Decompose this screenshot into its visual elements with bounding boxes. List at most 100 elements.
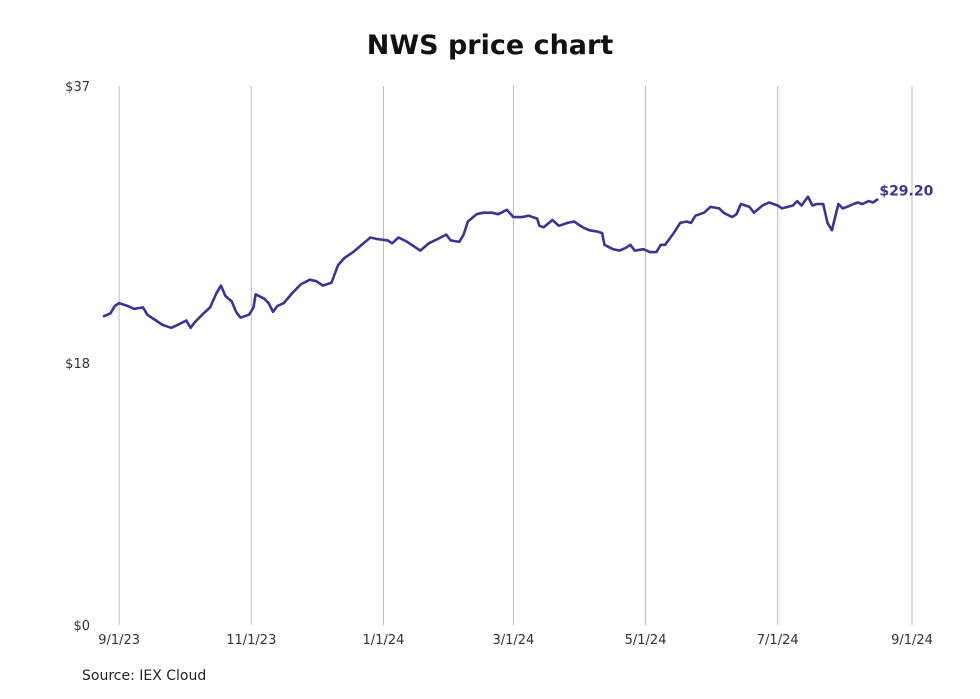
price-point [142,306,144,309]
price-point [118,302,121,304]
price-point [321,284,324,287]
price-point [146,313,149,316]
price-point [276,305,279,307]
price-point [558,224,560,227]
price-point [800,204,803,207]
price-point [601,232,604,235]
price-point [220,284,222,287]
price-point [386,239,389,242]
price-point [679,222,682,224]
chart-title: NWS price chart [366,30,614,61]
price-point [254,293,257,296]
price-point [876,198,879,201]
price-point [467,220,469,223]
price-point [512,216,515,219]
price-point [194,321,196,323]
price-point [419,249,422,252]
price-point [761,204,764,207]
price-point [852,203,855,205]
price-point [482,211,484,214]
price-point [185,319,188,322]
x-tick-label: 1/1/24 [363,633,405,648]
price-point [740,203,742,205]
price-point [822,203,825,205]
price-point [215,292,218,294]
price-point [856,201,859,204]
price-point [837,203,840,205]
grid-layer [118,86,913,625]
price-point [202,312,205,315]
price-point [449,239,452,242]
price-point [272,310,274,313]
price-point [735,213,738,216]
price-point [527,214,530,217]
price-point [731,216,734,219]
price-point [315,280,318,283]
price-point [133,308,136,310]
x-tick-label: 9/1/23 [98,633,140,648]
price-point [872,201,874,204]
price-point [659,243,662,246]
price-point [267,302,270,304]
price-point [126,305,129,307]
price-point [588,229,591,232]
price-point [475,213,478,216]
price-point [291,292,294,294]
price-point [718,207,721,210]
price-point [807,195,809,198]
price-point [815,203,818,205]
price-point [625,246,627,249]
price-point [436,238,439,240]
price-point [189,326,192,329]
price-point [397,236,400,239]
price-point [792,204,794,207]
price-point [109,312,112,315]
price-point [113,305,116,307]
price-point [230,300,233,303]
price-point [497,213,500,216]
price-line [102,195,879,330]
price-point [538,224,541,227]
price-point [176,324,179,326]
price-point [685,220,688,223]
price-point [655,251,658,254]
price-point [566,222,569,224]
price-point [618,249,621,252]
price-point [235,310,238,313]
price-point [209,306,212,309]
price-point [224,294,227,297]
price-point [330,281,333,284]
price-point [343,257,346,259]
price-point [642,248,645,251]
x-tick-label: 9/1/24 [891,633,933,648]
y-tick-label: $37 [65,80,90,95]
price-point [360,243,363,246]
price-point [748,206,751,208]
price-point [170,326,173,329]
price-point [633,249,636,252]
price-point [337,264,339,267]
price-point [694,214,697,217]
price-point [781,207,783,210]
price-point [831,229,833,232]
price-point [428,242,430,245]
price-point [846,206,848,208]
price-point [308,278,311,281]
price-point [753,211,755,214]
price-point [369,236,372,239]
price-point [603,243,606,246]
price-point [573,220,575,223]
price-point [811,204,814,207]
price-point [722,211,725,214]
price-point [649,251,651,254]
y-tick-label: $0 [73,619,90,634]
price-point [796,200,799,203]
series-layer: $29.20 [102,184,934,330]
price-point [861,203,864,205]
price-point [161,324,164,326]
chart-source: Source: IEX Cloud [82,668,207,684]
price-point [252,306,255,309]
price-point [672,232,675,235]
price-point [551,219,554,221]
